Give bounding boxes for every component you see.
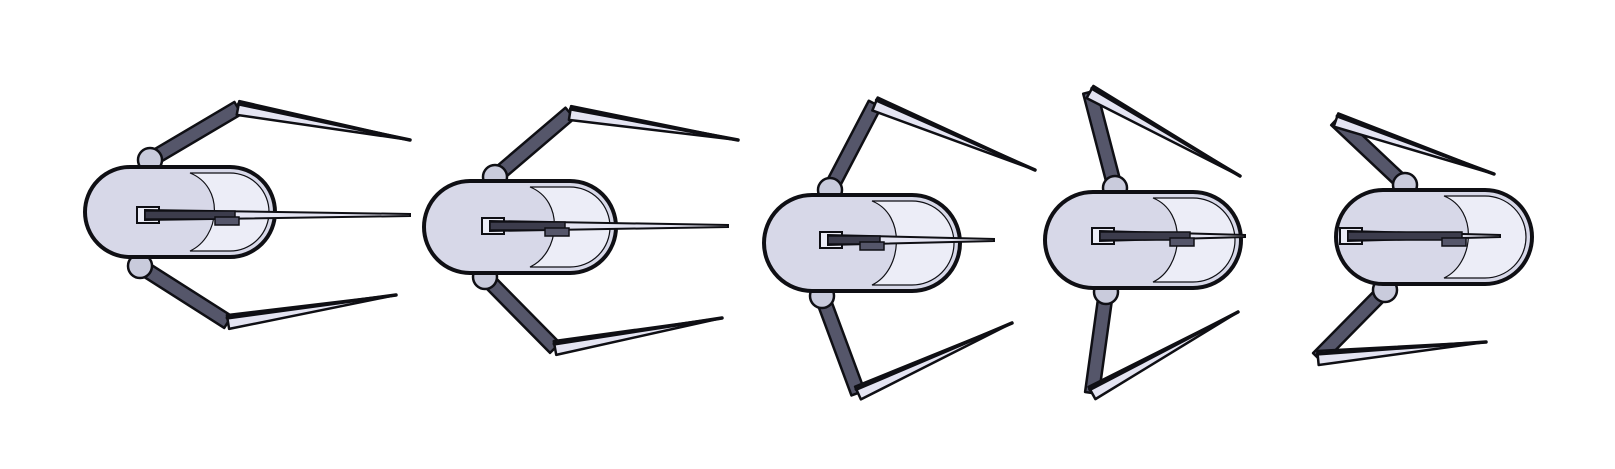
gun-trigger <box>214 216 240 226</box>
leg-top-lower-edge <box>1335 114 1496 176</box>
gun-grip <box>144 210 236 220</box>
gun-grip <box>1347 231 1463 241</box>
leg-bottom-lower-edge <box>854 321 1014 391</box>
leg-bottom-lower-edge <box>1088 310 1240 392</box>
gun-trigger <box>859 241 885 251</box>
leg-top-lower-edge <box>874 98 1037 172</box>
gun-trigger <box>1441 237 1467 247</box>
robot-frame-5 <box>1311 112 1534 367</box>
leg-bottom-lower-edge <box>225 293 398 320</box>
gun-grip <box>827 235 881 245</box>
gun-grip <box>489 221 566 231</box>
leg-bottom-lower-edge <box>1315 340 1488 356</box>
leg-top-lower-edge <box>237 102 412 142</box>
gun-trigger <box>1169 237 1195 247</box>
gun-trigger <box>544 227 570 237</box>
leg-top-lower-edge <box>1090 86 1242 178</box>
robot-frame-4 <box>1043 84 1246 401</box>
robot-frame-1 <box>83 99 412 331</box>
leg-top-lower-edge <box>568 107 740 142</box>
robot-frame-2 <box>422 104 740 357</box>
robot-frame-3 <box>762 96 1037 401</box>
leg-bottom-lower-edge <box>552 316 724 346</box>
gun-grip <box>1099 231 1191 241</box>
